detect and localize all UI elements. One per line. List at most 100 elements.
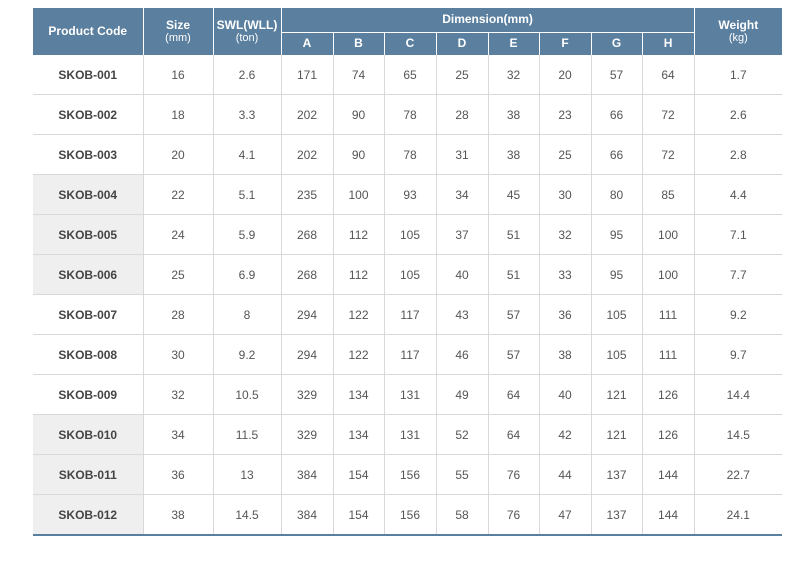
dim-f-cell: 30 <box>538 174 591 215</box>
dim-c-cell: 105 <box>383 254 436 295</box>
dim-b-cell: 112 <box>332 254 384 295</box>
dim-g-cell: 66 <box>590 94 642 135</box>
table-row: SKOB-012 38 14.5 384 154 156 58 76 47 137 144 24.1 <box>33 494 783 536</box>
dim-h-cell: 72 <box>641 94 695 135</box>
table-row: SKOB-003 20 4.1 202 90 78 31 38 25 66 72 2.8 <box>33 134 783 175</box>
weight-cell: 1.7 <box>693 55 783 95</box>
swl-cell: 10.5 <box>212 374 281 415</box>
dim-a-cell: 294 <box>280 294 333 335</box>
dim-h-cell: 100 <box>641 254 695 295</box>
dim-b-cell: 112 <box>332 214 384 255</box>
dim-c-cell: 131 <box>383 414 436 455</box>
weight-cell: 2.8 <box>693 134 783 175</box>
dim-h-cell: 111 <box>641 294 695 335</box>
header-dim-d: D <box>435 32 488 55</box>
dim-d-cell: 52 <box>435 414 488 455</box>
header-dim-g: G <box>590 32 642 55</box>
dim-e-cell: 38 <box>487 134 539 175</box>
weight-cell: 24.1 <box>693 494 783 536</box>
dim-g-cell: 121 <box>590 414 642 455</box>
table-row: SKOB-004 22 5.1 235 100 93 34 45 30 80 85 4.4 <box>33 174 783 215</box>
swl-cell: 8 <box>212 294 281 335</box>
swl-cell: 3.3 <box>212 94 281 135</box>
dim-d-cell: 40 <box>435 254 488 295</box>
dim-b-cell: 154 <box>332 454 384 495</box>
dim-a-cell: 384 <box>280 494 333 536</box>
weight-cell: 9.7 <box>693 334 783 375</box>
swl-cell: 11.5 <box>212 414 281 455</box>
swl-cell: 2.6 <box>212 55 281 95</box>
dim-a-cell: 329 <box>280 414 333 455</box>
dim-e-cell: 38 <box>487 94 539 135</box>
dim-h-cell: 144 <box>641 494 695 536</box>
dim-a-cell: 384 <box>280 454 333 495</box>
swl-cell: 13 <box>212 454 281 495</box>
product-code-cell: SKOB-008 <box>33 334 143 375</box>
dim-b-cell: 154 <box>332 494 384 536</box>
dim-a-cell: 235 <box>280 174 333 215</box>
header-dim-h: H <box>641 32 695 55</box>
dim-h-cell: 64 <box>641 55 695 95</box>
size-cell: 38 <box>142 494 213 536</box>
weight-unit: (kg) <box>728 32 748 45</box>
dim-e-cell: 51 <box>487 254 539 295</box>
swl-cell: 9.2 <box>212 334 281 375</box>
weight-cell: 2.6 <box>693 94 783 135</box>
dim-g-cell: 105 <box>590 334 642 375</box>
dim-d-cell: 31 <box>435 134 488 175</box>
dim-c-cell: 117 <box>383 294 436 335</box>
size-cell: 32 <box>142 374 213 415</box>
header-dimension: Dimension(mm) <box>280 8 695 33</box>
dim-a-cell: 202 <box>280 134 333 175</box>
dim-b-cell: 74 <box>332 55 384 95</box>
product-code-cell: SKOB-001 <box>33 55 143 95</box>
dim-d-cell: 37 <box>435 214 488 255</box>
swl-unit: (ton) <box>235 32 259 45</box>
weight-cell: 7.1 <box>693 214 783 255</box>
dim-f-cell: 32 <box>538 214 591 255</box>
dim-h-cell: 111 <box>641 334 695 375</box>
dim-f-cell: 20 <box>538 55 591 95</box>
product-code-cell: SKOB-004 <box>33 174 143 215</box>
product-code-cell: SKOB-007 <box>33 294 143 335</box>
header-dim-c: C <box>383 32 436 55</box>
dim-f-cell: 25 <box>538 134 591 175</box>
dim-h-cell: 126 <box>641 414 695 455</box>
size-cell: 16 <box>142 55 213 95</box>
product-code-cell: SKOB-003 <box>33 134 143 175</box>
dim-h-cell: 85 <box>641 174 695 215</box>
dim-c-cell: 117 <box>383 334 436 375</box>
swl-cell: 4.1 <box>212 134 281 175</box>
dim-h-cell: 100 <box>641 214 695 255</box>
product-code-cell: SKOB-002 <box>33 94 143 135</box>
dim-d-cell: 34 <box>435 174 488 215</box>
size-cell: 20 <box>142 134 213 175</box>
table-row: SKOB-010 34 11.5 329 134 131 52 64 42 121 126 14.5 <box>33 414 783 455</box>
dim-e-cell: 76 <box>487 494 539 536</box>
dim-e-cell: 64 <box>487 374 539 415</box>
product-code-cell: SKOB-012 <box>33 494 143 536</box>
dim-b-cell: 134 <box>332 414 384 455</box>
header-weight: Weight (kg) <box>693 8 783 55</box>
size-cell: 25 <box>142 254 213 295</box>
table-header: Product Code Size (mm) SWL(WLL) (ton) Dime… <box>33 8 783 55</box>
header-swl: SWL(WLL) (ton) <box>212 8 281 55</box>
dim-e-cell: 57 <box>487 334 539 375</box>
dim-b-cell: 90 <box>332 134 384 175</box>
size-cell: 18 <box>142 94 213 135</box>
dim-e-cell: 45 <box>487 174 539 215</box>
dim-g-cell: 80 <box>590 174 642 215</box>
header-dim-e: E <box>487 32 539 55</box>
weight-cell: 4.4 <box>693 174 783 215</box>
spec-table: Product Code Size (mm) SWL(WLL) (ton) Dime… <box>33 8 783 536</box>
weight-cell: 14.4 <box>693 374 783 415</box>
dim-b-cell: 122 <box>332 294 384 335</box>
dim-g-cell: 121 <box>590 374 642 415</box>
product-code-cell: SKOB-005 <box>33 214 143 255</box>
product-code-cell: SKOB-009 <box>33 374 143 415</box>
header-size: Size (mm) <box>142 8 213 55</box>
dim-c-cell: 93 <box>383 174 436 215</box>
product-code-cell: SKOB-010 <box>33 414 143 455</box>
header-dim-a: A <box>280 32 333 55</box>
size-cell: 22 <box>142 174 213 215</box>
